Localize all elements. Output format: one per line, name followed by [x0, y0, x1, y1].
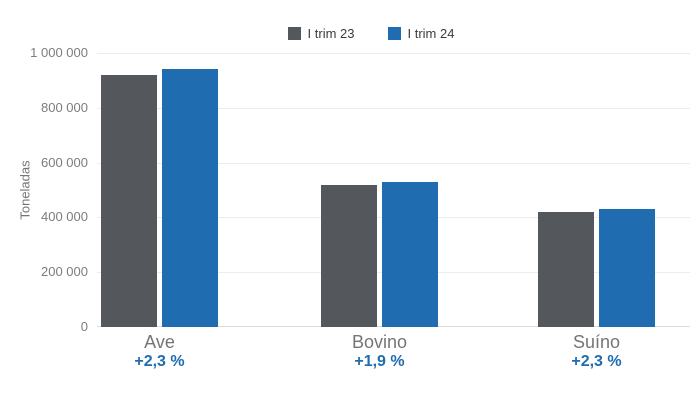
legend-item-i-trim-24: I trim 24 — [387, 26, 455, 41]
gridline — [97, 162, 690, 164]
bar-group-ave: Ave +2,3 % — [101, 53, 218, 370]
legend-item-i-trim-23: I trim 23 — [287, 26, 355, 41]
bar-bovino-i-trim-24[interactable] — [382, 182, 438, 327]
bar-ave-i-trim-24[interactable] — [162, 69, 218, 327]
legend-label: I trim 24 — [407, 26, 455, 41]
bar-group-suino: Suíno +2,3 % — [538, 53, 655, 370]
bar-group-bovino: Bovino +1,9 % — [321, 53, 438, 370]
category-label-suino: Suíno — [572, 332, 621, 352]
plot-area: Ave +2,3 % Bovino +1,9 % Suíno +2,3 % — [97, 53, 690, 370]
change-label-bovino: +1,9 % — [354, 353, 405, 370]
y-tick-label-800-000: 800 000 — [41, 99, 88, 115]
legend-swatch-i-trim-24 — [387, 27, 401, 40]
change-label-ave: +2,3 % — [134, 353, 185, 370]
gridline — [97, 107, 690, 109]
y-tick-label-200-000: 200 000 — [41, 264, 88, 280]
legend: I trim 23 I trim 24 — [0, 26, 700, 41]
change-label-suino: +2,3 % — [571, 353, 622, 370]
legend-label: I trim 23 — [307, 26, 355, 41]
bar-suino-i-trim-24[interactable] — [599, 209, 655, 327]
gridline — [97, 53, 690, 54]
y-tick-label-1-000-000: 1 000 000 — [30, 45, 88, 60]
y-tick-label-400-000: 400 000 — [41, 209, 88, 225]
chart-area: 0 200 000 400 000 600 000 800 000 1 000 000 A… — [0, 46, 700, 370]
bar-ave-i-trim-23[interactable] — [101, 75, 157, 327]
bar-bovino-i-trim-23[interactable] — [321, 185, 377, 327]
y-tick-label-600-000: 600 000 — [41, 154, 88, 170]
y-tick-label-0: 0 — [80, 319, 88, 334]
bar-suino-i-trim-23[interactable] — [538, 212, 594, 327]
category-label-bovino: Bovino — [351, 332, 408, 352]
category-label-ave: Ave — [144, 332, 175, 352]
legend-swatch-i-trim-23 — [287, 27, 301, 40]
